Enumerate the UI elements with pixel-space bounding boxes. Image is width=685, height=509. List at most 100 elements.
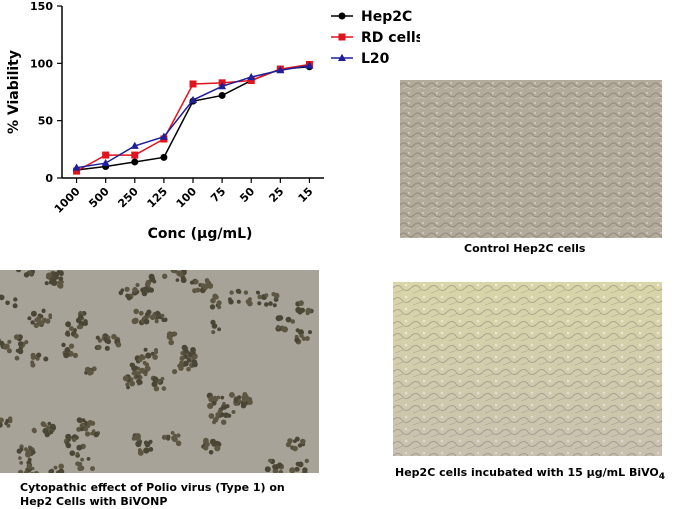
rounded-cell <box>148 440 152 444</box>
rounded-cell <box>126 386 130 390</box>
rounded-cell <box>144 319 150 325</box>
rounded-cell <box>96 336 100 340</box>
cytopathic-caption: Cytopathic effect of Polio virus (Type 1… <box>20 481 285 509</box>
rounded-cell <box>123 375 129 381</box>
rounded-cell <box>155 319 159 323</box>
rounded-cell <box>225 404 229 408</box>
x-tick-label: 500 <box>86 185 112 211</box>
rounded-cell <box>73 353 78 358</box>
rounded-cell <box>212 323 218 329</box>
rounded-cell <box>144 372 148 376</box>
x-tick-label: 75 <box>208 185 228 205</box>
rounded-cell <box>154 348 158 352</box>
incubated-micrograph-image <box>393 282 662 456</box>
rounded-cell <box>205 442 210 447</box>
rounded-cell <box>294 337 299 342</box>
rounded-cell <box>76 445 82 451</box>
rounded-cell <box>136 283 140 287</box>
rounded-cell <box>129 381 135 387</box>
data-point <box>131 152 138 159</box>
x-tick-label: 50 <box>237 185 257 205</box>
cytopathic-caption-line2: Hep2 Cells with BiVONP <box>20 495 285 509</box>
rounded-cell <box>41 320 45 324</box>
incubated-caption: Hep2C cells incubated with 15 μg/mL BiVO… <box>395 466 665 484</box>
rounded-cell <box>161 318 165 322</box>
rounded-cell <box>77 466 82 471</box>
rounded-cell <box>203 284 209 290</box>
rounded-cell <box>27 464 32 469</box>
y-tick-label: 0 <box>45 172 53 185</box>
control-micrograph-image <box>400 80 662 238</box>
y-axis-title: % Viability <box>6 50 22 134</box>
rounded-cell <box>132 318 138 324</box>
x-tick-label: 100 <box>174 185 200 211</box>
rounded-cell <box>144 441 148 445</box>
rounded-cell <box>238 399 242 403</box>
rounded-cell <box>84 427 89 432</box>
y-tick-label: 150 <box>30 0 53 13</box>
rounded-cell <box>140 354 144 358</box>
rounded-cell <box>133 309 139 315</box>
data-point <box>102 159 110 166</box>
rounded-cell <box>96 345 101 350</box>
rounded-cell <box>45 319 50 324</box>
rounded-cell <box>153 280 157 284</box>
rounded-cell <box>186 367 191 372</box>
rounded-cell <box>190 347 196 353</box>
rounded-cell <box>138 380 143 385</box>
rounded-cell <box>125 287 130 292</box>
rounded-cell <box>31 311 37 317</box>
rounded-cell <box>6 424 10 428</box>
rounded-cell <box>49 430 53 434</box>
rounded-cell <box>39 314 43 318</box>
rounded-cell <box>216 396 220 400</box>
rounded-cell <box>69 326 74 331</box>
rounded-cell <box>162 435 167 440</box>
rounded-cell <box>58 464 64 470</box>
rounded-cell <box>65 347 71 353</box>
rounded-cell <box>229 392 235 398</box>
rounded-cell <box>92 429 96 433</box>
rounded-cell <box>20 447 24 451</box>
rounded-cell <box>144 348 148 352</box>
rounded-cell <box>298 462 304 468</box>
rounded-cell <box>207 403 213 409</box>
rounded-cell <box>143 361 147 365</box>
rounded-cell <box>48 313 52 317</box>
rounded-cell <box>69 344 74 349</box>
rounded-cell <box>214 295 219 300</box>
x-tick-label: 1000 <box>52 185 83 216</box>
rounded-cell <box>176 271 182 277</box>
rounded-cell <box>139 311 144 316</box>
rounded-cell <box>30 353 35 358</box>
rounded-cell <box>82 418 86 422</box>
rounded-cell <box>282 326 288 332</box>
x-axis-title: Conc (µg/mL) <box>148 226 253 242</box>
series-rd-cells <box>73 61 313 175</box>
rounded-cell <box>257 301 261 305</box>
rounded-cell <box>142 291 148 297</box>
data-point <box>190 80 197 87</box>
rounded-cell <box>302 467 307 472</box>
rounded-cell <box>65 321 71 327</box>
rounded-cell <box>308 330 312 334</box>
control-caption: Control Hep2C cells <box>464 242 585 256</box>
rounded-cell <box>143 447 149 453</box>
rounded-cell <box>19 461 23 465</box>
rounded-cell <box>107 336 111 340</box>
rounded-cell <box>168 340 174 346</box>
rounded-cell <box>305 336 310 341</box>
rounded-cell <box>149 288 154 293</box>
rounded-cell <box>172 369 177 374</box>
rounded-cell <box>88 369 92 373</box>
x-tick-label: 15 <box>296 185 316 205</box>
rounded-cell <box>90 421 95 426</box>
incubated-caption-main: Hep2C cells incubated with 15 μg/mL BiVO <box>395 466 659 479</box>
cytopathic-caption-line1: Cytopathic effect of Polio virus (Type 1… <box>20 481 285 495</box>
rounded-cell <box>36 353 41 358</box>
rounded-cell <box>217 305 221 309</box>
rounded-cell <box>298 300 304 306</box>
rounded-cell <box>18 341 23 346</box>
